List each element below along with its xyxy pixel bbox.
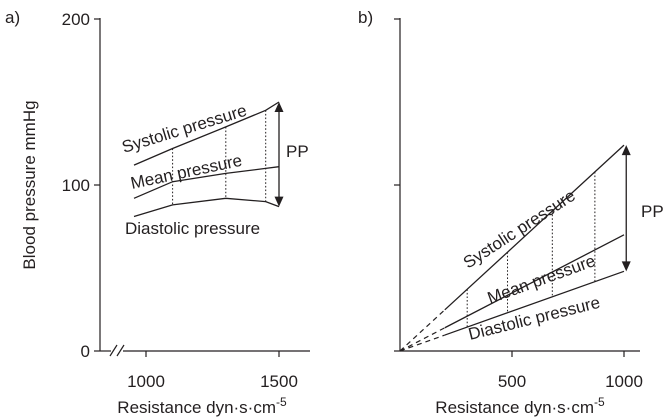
a-y-tick-label: 100 [62, 176, 90, 195]
a-x-axis-title-exponent: -5 [276, 395, 287, 409]
b-pp-arrow-head-bottom [621, 261, 631, 272]
a-diastolic-pressure-line [133, 197, 280, 218]
panel-label-b: b) [358, 8, 373, 27]
a-y-axis-title: Blood pressure mmHg [20, 100, 39, 269]
b-pp-label: PP [641, 202, 664, 221]
a-pp-arrow-head-top [274, 102, 284, 112]
a-mean-pressure-line [133, 166, 280, 199]
b-curve-label-diastolic: Diastolic pressure [466, 293, 602, 344]
a-curve-label-mean: Mean pressure [129, 151, 244, 193]
a-axis-break-mark [109, 344, 118, 357]
a-pp-label: PP [286, 142, 309, 161]
a-y-tick-label: 200 [62, 10, 90, 29]
b-diastolic-pressure-line [444, 270, 625, 336]
b-x-axis-title: Resistance dyn·s·cm-5 [435, 395, 605, 417]
a-x-tick-label: 1500 [260, 372, 298, 391]
a-axis-break-mark [116, 344, 125, 357]
b-systolic-pressure-line [444, 144, 625, 311]
b-mean-pressure-line [444, 234, 625, 329]
b-mean-pressure-extrapolation [399, 327, 446, 352]
a-curve-label-diastolic: Diastolic pressure [125, 219, 260, 238]
a-curve-label-systolic: Systolic pressure [120, 101, 249, 157]
panel-label-a: a) [5, 8, 20, 27]
b-systolic-pressure-extrapolation [399, 309, 446, 352]
b-x-axis-title-exponent: -5 [594, 395, 605, 409]
b-x-tick-label: 1000 [605, 372, 643, 391]
b-curve-label-systolic: Systolic pressure [460, 186, 579, 272]
b-diastolic-pressure-extrapolation [399, 334, 446, 352]
a-x-axis-title: Resistance dyn·s·cm-5 [117, 395, 287, 417]
a-y-tick-label: 0 [81, 342, 90, 361]
a-pp-arrow-head-bottom [274, 196, 284, 207]
b-pp-arrow-head-top [621, 145, 631, 156]
b-x-tick-label: 500 [498, 372, 526, 391]
a-x-tick-label: 1000 [127, 372, 165, 391]
